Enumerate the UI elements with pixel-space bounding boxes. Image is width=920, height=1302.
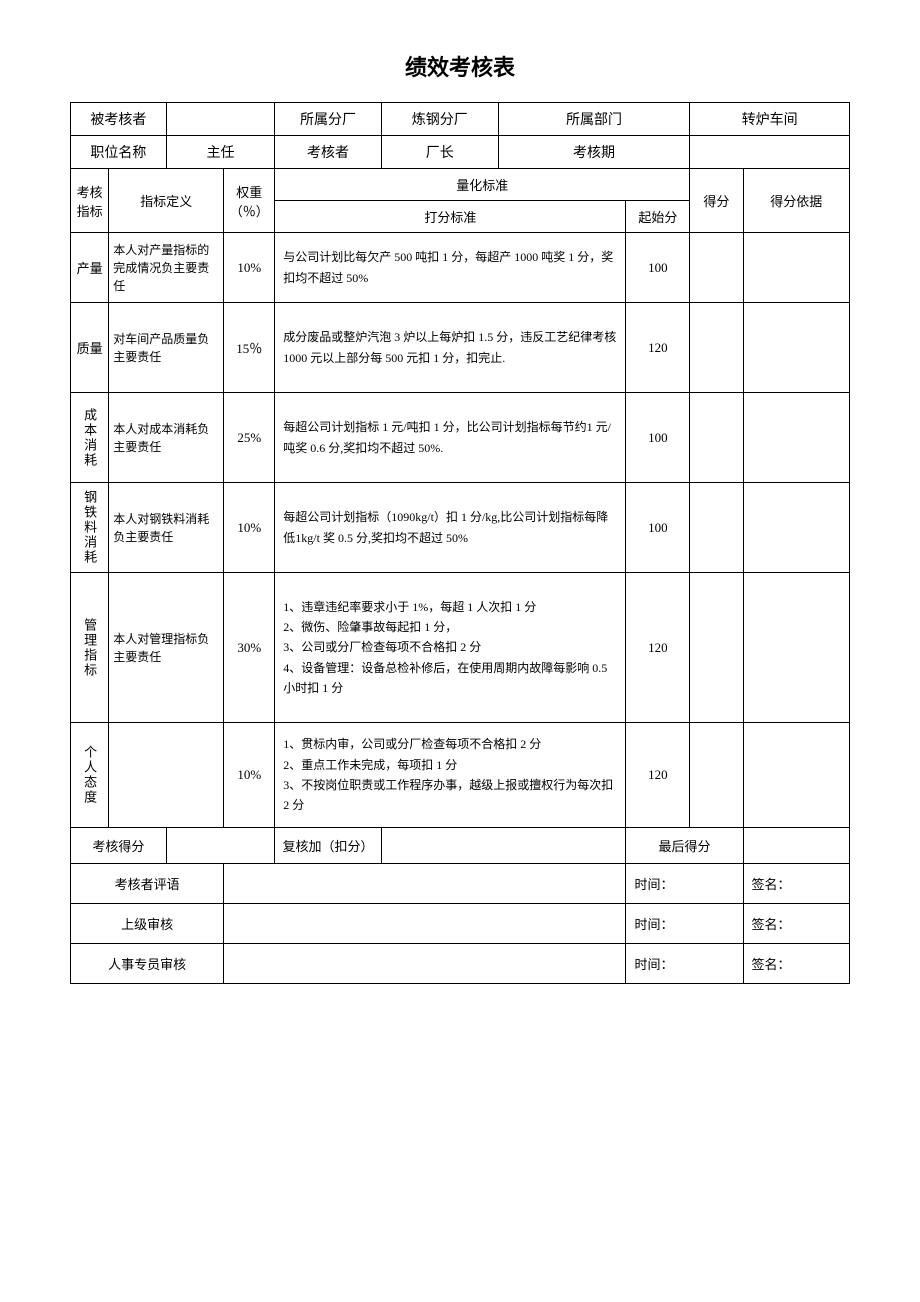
col-definition: 指标定义	[109, 169, 224, 233]
row-weight: 10%	[224, 483, 275, 573]
hr-value	[224, 944, 626, 984]
col-scoring: 打分标准	[275, 201, 626, 233]
assessee-value	[166, 103, 275, 136]
page-title: 绩效考核表	[70, 50, 850, 82]
row-weight: 10%	[224, 233, 275, 303]
row-start: 100	[626, 393, 690, 483]
row-indicator: 成本消耗	[71, 393, 109, 483]
sign-label: 签名：	[743, 904, 850, 944]
col-score: 得分	[690, 169, 743, 233]
sign-label: 签名：	[743, 864, 850, 904]
review-add-value	[381, 828, 626, 864]
row-standard: 与公司计划比每欠产 500 吨扣 1 分，每超产 1000 吨奖 1 分，奖扣均…	[275, 233, 626, 303]
row-basis	[743, 573, 850, 723]
period-value	[690, 136, 850, 169]
comment-label: 考核者评语	[71, 864, 224, 904]
row-standard: 成分废品或整炉汽泡 3 炉以上每炉扣 1.5 分，违反工艺纪律考核 1000 元…	[275, 303, 626, 393]
row-definition: 本人对成本消耗负主要责任	[109, 393, 224, 483]
position-value: 主任	[166, 136, 275, 169]
row-definition	[109, 723, 224, 828]
row-definition: 本人对管理指标负主要责任	[109, 573, 224, 723]
col-basis: 得分依据	[743, 169, 850, 233]
score-value	[166, 828, 275, 864]
assessment-table: 被考核者 所属分厂 炼钢分厂 所属部门 转炉车间 职位名称 主任 考核者 厂长 …	[70, 102, 850, 984]
review-add-label: 复核加（扣分）	[275, 828, 381, 864]
row-basis	[743, 303, 850, 393]
row-weight: 10%	[224, 723, 275, 828]
row-score	[690, 723, 743, 828]
sign-label: 签名：	[743, 944, 850, 984]
row-definition: 本人对钢铁料消耗负主要责任	[109, 483, 224, 573]
row-weight: 25%	[224, 393, 275, 483]
row-start: 100	[626, 483, 690, 573]
row-start: 100	[626, 233, 690, 303]
row-score	[690, 573, 743, 723]
row-standard: 每超公司计划指标 1 元/吨扣 1 分，比公司计划指标每节约1 元/吨奖 0.6…	[275, 393, 626, 483]
row-weight: 30%	[224, 573, 275, 723]
col-start: 起始分	[626, 201, 690, 233]
row-score	[690, 233, 743, 303]
supervisor-value	[224, 904, 626, 944]
row-indicator: 个人态度	[71, 723, 109, 828]
dept-label: 所属部门	[498, 103, 690, 136]
row-weight: 15％	[224, 303, 275, 393]
row-score	[690, 393, 743, 483]
row-basis	[743, 233, 850, 303]
period-label: 考核期	[498, 136, 690, 169]
assessee-label: 被考核者	[71, 103, 167, 136]
comment-value	[224, 864, 626, 904]
time-label: 时间：	[626, 944, 743, 984]
col-indicator: 考核指标	[71, 169, 109, 233]
row-definition: 本人对产量指标的完成情况负主要责任	[109, 233, 224, 303]
row-indicator: 管理指标	[71, 573, 109, 723]
row-start: 120	[626, 723, 690, 828]
score-label: 考核得分	[71, 828, 167, 864]
assessor-value: 厂长	[381, 136, 498, 169]
row-standard: 1、贯标内审，公司或分厂检查每项不合格扣 2 分 2、重点工作未完成，每项扣 1…	[275, 723, 626, 828]
branch-label: 所属分厂	[275, 103, 381, 136]
row-definition: 对车间产品质量负主要责任	[109, 303, 224, 393]
hr-label: 人事专员审核	[71, 944, 224, 984]
row-basis	[743, 723, 850, 828]
row-basis	[743, 393, 850, 483]
position-label: 职位名称	[71, 136, 167, 169]
row-basis	[743, 483, 850, 573]
row-indicator: 产量	[71, 233, 109, 303]
row-indicator: 质量	[71, 303, 109, 393]
supervisor-label: 上级审核	[71, 904, 224, 944]
row-score	[690, 303, 743, 393]
row-start: 120	[626, 573, 690, 723]
branch-value: 炼钢分厂	[381, 103, 498, 136]
row-standard: 1、违章违纪率要求小于 1%，每超 1 人次扣 1 分 2、微伤、险肇事故每起扣…	[275, 573, 626, 723]
col-weight: 权重（％）	[224, 169, 275, 233]
final-score-value	[743, 828, 850, 864]
row-standard: 每超公司计划指标（1090kg/t）扣 1 分/kg,比公司计划指标每降低1kg…	[275, 483, 626, 573]
final-score-label: 最后得分	[626, 828, 743, 864]
assessor-label: 考核者	[275, 136, 381, 169]
time-label: 时间：	[626, 864, 743, 904]
row-start: 120	[626, 303, 690, 393]
time-label: 时间：	[626, 904, 743, 944]
dept-value: 转炉车间	[690, 103, 850, 136]
row-score	[690, 483, 743, 573]
col-quant: 量化标准	[275, 169, 690, 201]
row-indicator: 钢铁料消耗	[71, 483, 109, 573]
